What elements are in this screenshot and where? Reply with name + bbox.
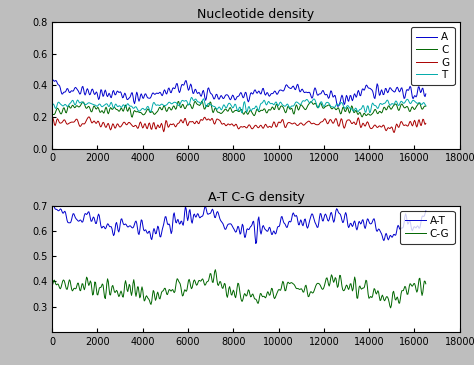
- G: [49, 117, 55, 121]
- T: [228, 102, 233, 106]
- A-T: [356, 219, 362, 223]
- C: [199, 99, 205, 103]
- Line: C-G: C-G: [52, 270, 426, 308]
- A: [335, 104, 341, 108]
- A: [228, 97, 233, 102]
- Line: C: C: [52, 101, 426, 117]
- C: [129, 115, 135, 119]
- Legend: A-T, C-G: A-T, C-G: [400, 211, 455, 244]
- Title: Nucleotide density: Nucleotide density: [197, 8, 315, 21]
- C-G: [49, 284, 55, 288]
- G: [86, 115, 91, 119]
- A: [49, 79, 55, 83]
- G: [392, 130, 397, 135]
- Line: T: T: [52, 97, 426, 113]
- C-G: [252, 297, 258, 301]
- T: [423, 103, 428, 108]
- A: [50, 78, 56, 82]
- G: [230, 122, 236, 127]
- C-G: [356, 285, 362, 289]
- G: [228, 123, 233, 127]
- C-G: [273, 295, 278, 300]
- C-G: [230, 290, 236, 295]
- G: [416, 119, 421, 123]
- G: [252, 123, 258, 128]
- C: [416, 101, 421, 106]
- Line: A-T: A-T: [52, 200, 426, 243]
- T: [273, 100, 279, 104]
- C-G: [228, 288, 233, 292]
- C-G: [388, 306, 393, 310]
- A-T: [229, 223, 235, 227]
- C: [357, 110, 363, 115]
- A: [230, 93, 236, 97]
- C: [253, 110, 259, 114]
- C: [230, 110, 236, 114]
- C: [423, 104, 428, 108]
- G: [273, 123, 278, 127]
- A-T: [252, 224, 257, 228]
- A-T: [423, 209, 428, 213]
- T: [239, 111, 245, 115]
- G: [356, 118, 362, 123]
- Line: G: G: [52, 117, 426, 132]
- A: [252, 88, 258, 92]
- G: [423, 121, 428, 126]
- A: [423, 92, 428, 96]
- A: [273, 89, 278, 93]
- C-G: [423, 282, 428, 286]
- Legend: A, C, G, T: A, C, G, T: [411, 27, 455, 85]
- C-G: [212, 268, 218, 272]
- A-T: [415, 224, 420, 228]
- C-G: [416, 283, 421, 287]
- A-T: [227, 222, 232, 226]
- Title: A-T C-G density: A-T C-G density: [208, 191, 304, 204]
- T: [416, 101, 421, 105]
- T: [189, 95, 194, 100]
- T: [230, 105, 236, 110]
- T: [49, 103, 55, 108]
- A-T: [273, 232, 278, 236]
- A-T: [49, 198, 55, 203]
- A: [357, 93, 363, 98]
- A: [416, 85, 421, 89]
- Line: A: A: [52, 80, 426, 106]
- C: [273, 103, 279, 107]
- T: [357, 107, 363, 112]
- C: [228, 107, 234, 111]
- T: [253, 104, 259, 108]
- A-T: [253, 241, 259, 246]
- C: [49, 112, 55, 116]
